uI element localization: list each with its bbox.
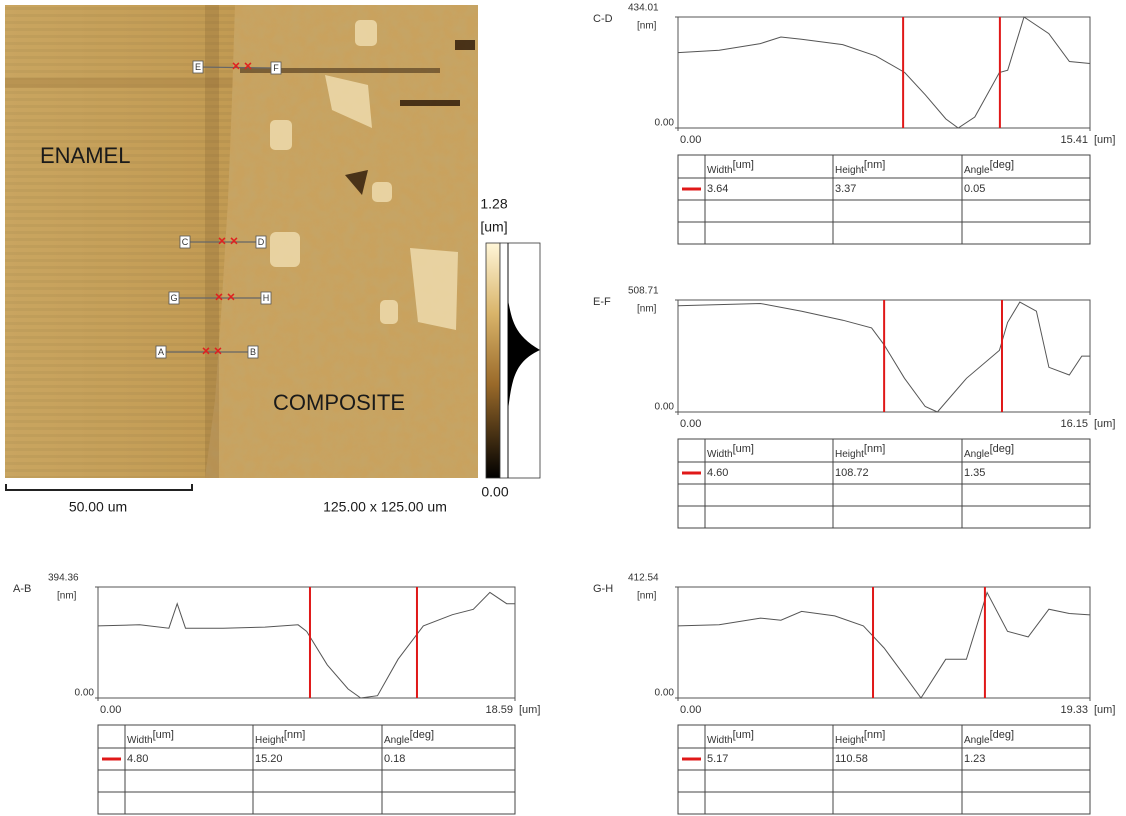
- marker-label: B: [250, 347, 256, 357]
- marker-cross: ×: [215, 289, 223, 305]
- table-value: 15.20: [255, 753, 283, 765]
- x-tick-label: 0.00: [680, 134, 701, 146]
- profile-name: C-D: [593, 13, 613, 25]
- marker-cross: ×: [227, 289, 235, 305]
- header-unit: [nm]: [864, 729, 885, 741]
- header-unit: [nm]: [864, 159, 885, 171]
- colorbar: [486, 243, 540, 478]
- table-value: 4.80: [127, 753, 148, 765]
- y-tick-label: 0.00: [655, 402, 675, 413]
- plot-frame: [678, 587, 1090, 698]
- table-value: 3.37: [835, 183, 856, 195]
- header-unit: [deg]: [410, 729, 434, 741]
- x-unit: [um]: [519, 704, 540, 716]
- table-value: 1.23: [964, 753, 985, 765]
- marker-cross: ×: [230, 233, 238, 249]
- enamel-label: ENAMEL: [40, 143, 130, 168]
- header-name: Angle: [964, 735, 990, 746]
- table-value: 3.64: [707, 183, 728, 195]
- table-value: 0.05: [964, 183, 985, 195]
- header-name: Width: [707, 735, 733, 746]
- marker-cross: ×: [232, 58, 240, 74]
- header-name: Width: [707, 449, 733, 460]
- table-value: 108.72: [835, 467, 869, 479]
- header-name: Width: [707, 165, 733, 176]
- colorbar-max: 1.28: [480, 196, 507, 212]
- header-name: Height: [835, 735, 864, 746]
- x-tick-label: 15.41: [1060, 134, 1088, 146]
- x-tick-label: 0.00: [680, 418, 701, 430]
- header-name: Width: [127, 735, 153, 746]
- profile-name: G-H: [593, 583, 613, 595]
- scale-bar-label: 50.00 um: [69, 499, 127, 515]
- header-name: Angle: [964, 449, 990, 460]
- header-unit: [um]: [733, 443, 754, 455]
- y-unit: [nm]: [637, 304, 657, 315]
- x-tick-label: 19.33: [1060, 704, 1088, 716]
- marker-cross: ×: [214, 343, 222, 359]
- y-unit: [nm]: [637, 591, 657, 602]
- marker-label: A: [158, 347, 164, 357]
- header-unit: [nm]: [284, 729, 305, 741]
- profile-name: A-B: [13, 583, 31, 595]
- image-size: 125.00 x 125.00 um: [323, 499, 447, 515]
- y-tick-label: 434.01: [628, 3, 659, 14]
- marker-label: G: [170, 293, 177, 303]
- x-tick-label: 0.00: [680, 704, 701, 716]
- marker-cross: ×: [218, 233, 226, 249]
- header-unit: [um]: [733, 159, 754, 171]
- profile: C-D[nm]0.00434.010.0015.41[um]Width[um]H…: [593, 3, 1115, 244]
- y-tick-label: 508.71: [628, 286, 659, 297]
- y-tick-label: 412.54: [628, 573, 659, 584]
- header-name: Height: [835, 449, 864, 460]
- table-value: 0.18: [384, 753, 405, 765]
- y-tick-label: 0.00: [655, 688, 675, 699]
- y-tick-label: 394.36: [48, 573, 79, 584]
- header-name: Height: [255, 735, 284, 746]
- header-name: Angle: [964, 165, 990, 176]
- x-unit: [um]: [1094, 418, 1115, 430]
- scale-bar: [5, 484, 193, 491]
- marker-label: D: [258, 237, 265, 247]
- table-value: 110.58: [835, 753, 868, 765]
- marker-cross: ×: [244, 58, 252, 74]
- table-value: 5.17: [707, 753, 728, 765]
- marker-label: E: [195, 62, 201, 72]
- y-unit: [nm]: [57, 591, 77, 602]
- composite-label: COMPOSITE: [273, 390, 405, 415]
- x-tick-label: 16.15: [1060, 418, 1088, 430]
- colorbar-min: 0.00: [481, 484, 508, 500]
- y-tick-label: 0.00: [655, 118, 675, 129]
- header-unit: [um]: [153, 729, 174, 741]
- colorbar-unit: [um]: [480, 219, 507, 235]
- x-unit: [um]: [1094, 134, 1115, 146]
- header-unit: [deg]: [990, 443, 1014, 455]
- header-unit: [nm]: [864, 443, 885, 455]
- plot-frame: [98, 587, 515, 698]
- marker-cross: ×: [202, 343, 210, 359]
- profile-name: E-F: [593, 296, 611, 308]
- x-tick-label: 18.59: [485, 704, 513, 716]
- plot-frame: [678, 17, 1090, 128]
- table-value: 4.60: [707, 467, 728, 479]
- figure: ××××××××EFCDGHAB ENAMEL COMPOSITE 50.00 …: [0, 0, 1126, 816]
- header-unit: [deg]: [990, 159, 1014, 171]
- marker-label: H: [263, 293, 270, 303]
- marker-label: F: [273, 63, 279, 73]
- header-unit: [deg]: [990, 729, 1014, 741]
- header-name: Angle: [384, 735, 410, 746]
- header-name: Height: [835, 165, 864, 176]
- x-tick-label: 0.00: [100, 704, 121, 716]
- y-tick-label: 0.00: [75, 688, 95, 699]
- marker-label: C: [182, 237, 189, 247]
- x-unit: [um]: [1094, 704, 1115, 716]
- table-value: 1.35: [964, 467, 985, 479]
- header-unit: [um]: [733, 729, 754, 741]
- y-unit: [nm]: [637, 21, 657, 32]
